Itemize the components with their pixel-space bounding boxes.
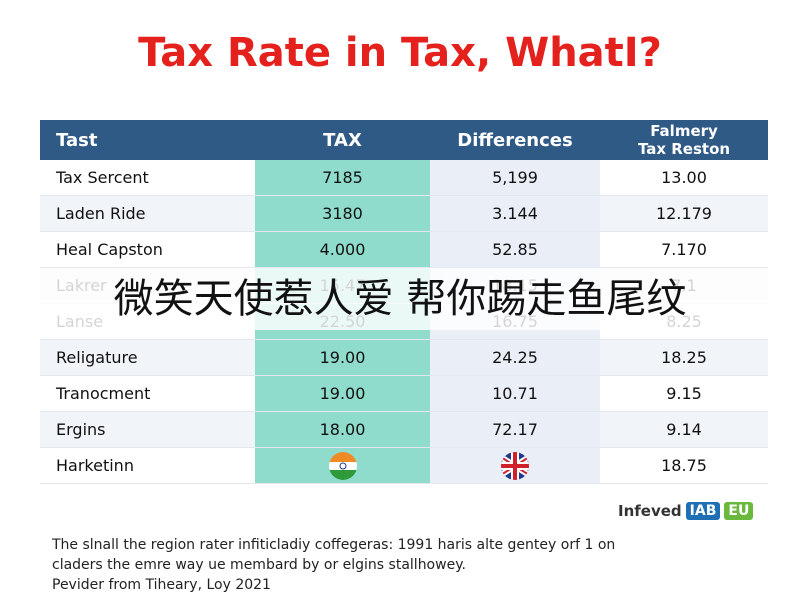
logo-badge: EU [724, 502, 754, 520]
table-cell: 18.25 [661, 348, 707, 367]
table-row: Ergins 18.00 72.17 9.14 [40, 412, 768, 448]
table-cell [255, 448, 430, 483]
table-cell: 9.15 [666, 384, 702, 403]
flag-india [328, 451, 357, 480]
footnote: The slnall the region rater infiticladiy… [52, 535, 615, 595]
table-cell: 18.00 [255, 412, 430, 447]
table-row: Tax Sercent 7185 5,199 13.00 [40, 160, 768, 196]
table-cell: 52.85 [430, 232, 600, 267]
table-cell: 7185 [255, 160, 430, 195]
header-cell: Differences [457, 129, 573, 151]
table-cell: 19.00 [255, 340, 430, 375]
table-cell: Ergins [56, 420, 106, 439]
table-cell: 7.170 [661, 240, 707, 259]
table-row: Tranocment 19.00 10.71 9.15 [40, 376, 768, 412]
header-cell: Falmery Tax Reston [600, 122, 768, 158]
table-row: Laden Ride 3180 3.144 12.179 [40, 196, 768, 232]
table-cell: 24.25 [430, 340, 600, 375]
table-row: Harketinn 18.75 [40, 448, 768, 484]
table-row: Heal Capston 4.000 52.85 7.170 [40, 232, 768, 268]
table-cell: 18.75 [661, 456, 707, 475]
table-cell: 5,199 [430, 160, 600, 195]
table-cell: Tranocment [56, 384, 151, 403]
table-cell: Heal Capston [56, 240, 163, 259]
table-cell: Tax Sercent [56, 168, 149, 187]
header-line: Falmery [650, 122, 718, 140]
table-cell [430, 448, 600, 483]
flag-uk [501, 451, 529, 480]
table-cell: 3.144 [430, 196, 600, 231]
table-header: Tast TAX Differences Falmery Tax Reston [40, 120, 768, 160]
table-cell: Laden Ride [56, 204, 146, 223]
footnote-line: The slnall the region rater infiticladiy… [52, 537, 616, 553]
logo: Infeved IAB EU [618, 502, 754, 520]
logo-name: Infeved [618, 502, 682, 520]
table-cell: 4.000 [255, 232, 430, 267]
footnote-line: Pevider from Tiheary, Loy 2021 [52, 577, 271, 593]
footnote-line: claders the emre way ue membard by or el… [52, 557, 466, 573]
table-cell: 3180 [255, 196, 430, 231]
logo-badge: IAB [685, 502, 721, 520]
watermark-overlay: 微笑天使惹人爱 帮你踢走鱼尾纹 [0, 268, 800, 330]
table-cell: 9.14 [666, 420, 702, 439]
table-cell: 13.00 [661, 168, 707, 187]
title: Tax Rate in Tax, WhatI? [138, 30, 662, 76]
table: Tast TAX Differences Falmery Tax Reston T… [40, 120, 768, 484]
table-cell: Religature [56, 348, 138, 367]
table-cell: 10.71 [430, 376, 600, 411]
header-cell: Tast [56, 129, 98, 151]
table-cell: 12.179 [656, 204, 712, 223]
header-line: Tax Reston [637, 140, 731, 158]
header-cell: TAX [323, 129, 362, 151]
table-row: Religature 19.00 24.25 18.25 [40, 340, 768, 376]
table-cell: Harketinn [56, 456, 134, 475]
table-cell: 19.00 [255, 376, 430, 411]
table-cell: 72.17 [430, 412, 600, 447]
